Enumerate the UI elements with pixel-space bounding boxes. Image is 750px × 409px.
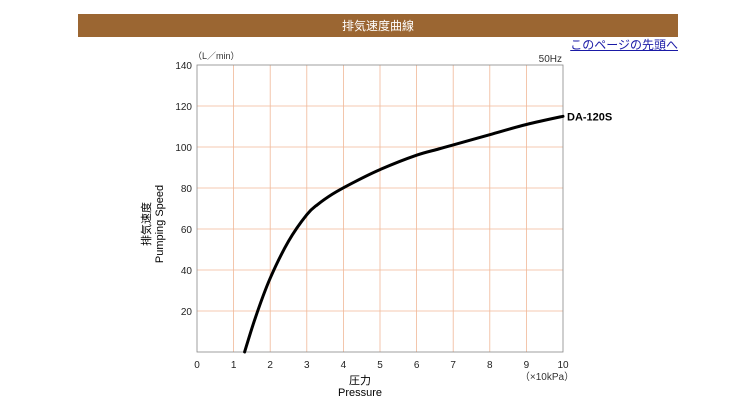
x-tick-label: 10 (557, 360, 569, 371)
section-title: 排気速度曲線 (341, 19, 414, 33)
chart-grid (197, 65, 563, 352)
x-tick-label: 4 (341, 360, 347, 371)
y-tick-label: 20 (181, 307, 193, 318)
y-axis-title: Pumping Speed (154, 185, 166, 263)
x-tick-label: 1 (231, 360, 237, 371)
frequency-label: 50Hz (539, 54, 562, 65)
series-line-da-120s (243, 114, 565, 354)
x-tick-label: 0 (194, 360, 200, 371)
y-axis-title-group: 排気速度 Pumping Speed (139, 185, 166, 263)
y-tick-label: 120 (175, 102, 192, 113)
back-to-top-link[interactable]: このページの先頭へ (570, 38, 678, 52)
x-axis-title: Pressure (338, 387, 382, 399)
x-unit-label: （×10kPa） (520, 371, 574, 383)
x-tick-label: 8 (487, 360, 493, 371)
series-label-da-120s: DA-120S (567, 111, 612, 123)
x-axis-title-jp: 圧力 (349, 374, 371, 387)
y-tick-label: 100 (175, 143, 192, 154)
plot-frame (196, 64, 564, 353)
y-tick-label: 60 (181, 225, 193, 236)
x-tick-label: 3 (304, 360, 310, 371)
section-header-bar: 排気速度曲線 (78, 14, 678, 37)
tick-labels: 0 1 2 3 4 5 6 7 8 9 10 20 40 60 80 100 120 140 (175, 61, 569, 371)
y-tick-label: 140 (175, 61, 192, 72)
x-tick-label: 7 (450, 360, 456, 371)
y-axis-title-jp: 排気速度 (139, 202, 153, 246)
x-tick-label: 9 (524, 360, 530, 371)
y-tick-label: 40 (181, 266, 193, 277)
y-unit-label: （L／min） (193, 51, 240, 61)
x-tick-label: 5 (377, 360, 383, 371)
x-tick-label: 6 (414, 360, 420, 371)
y-tick-label: 80 (181, 184, 193, 195)
x-tick-label: 2 (267, 360, 273, 371)
